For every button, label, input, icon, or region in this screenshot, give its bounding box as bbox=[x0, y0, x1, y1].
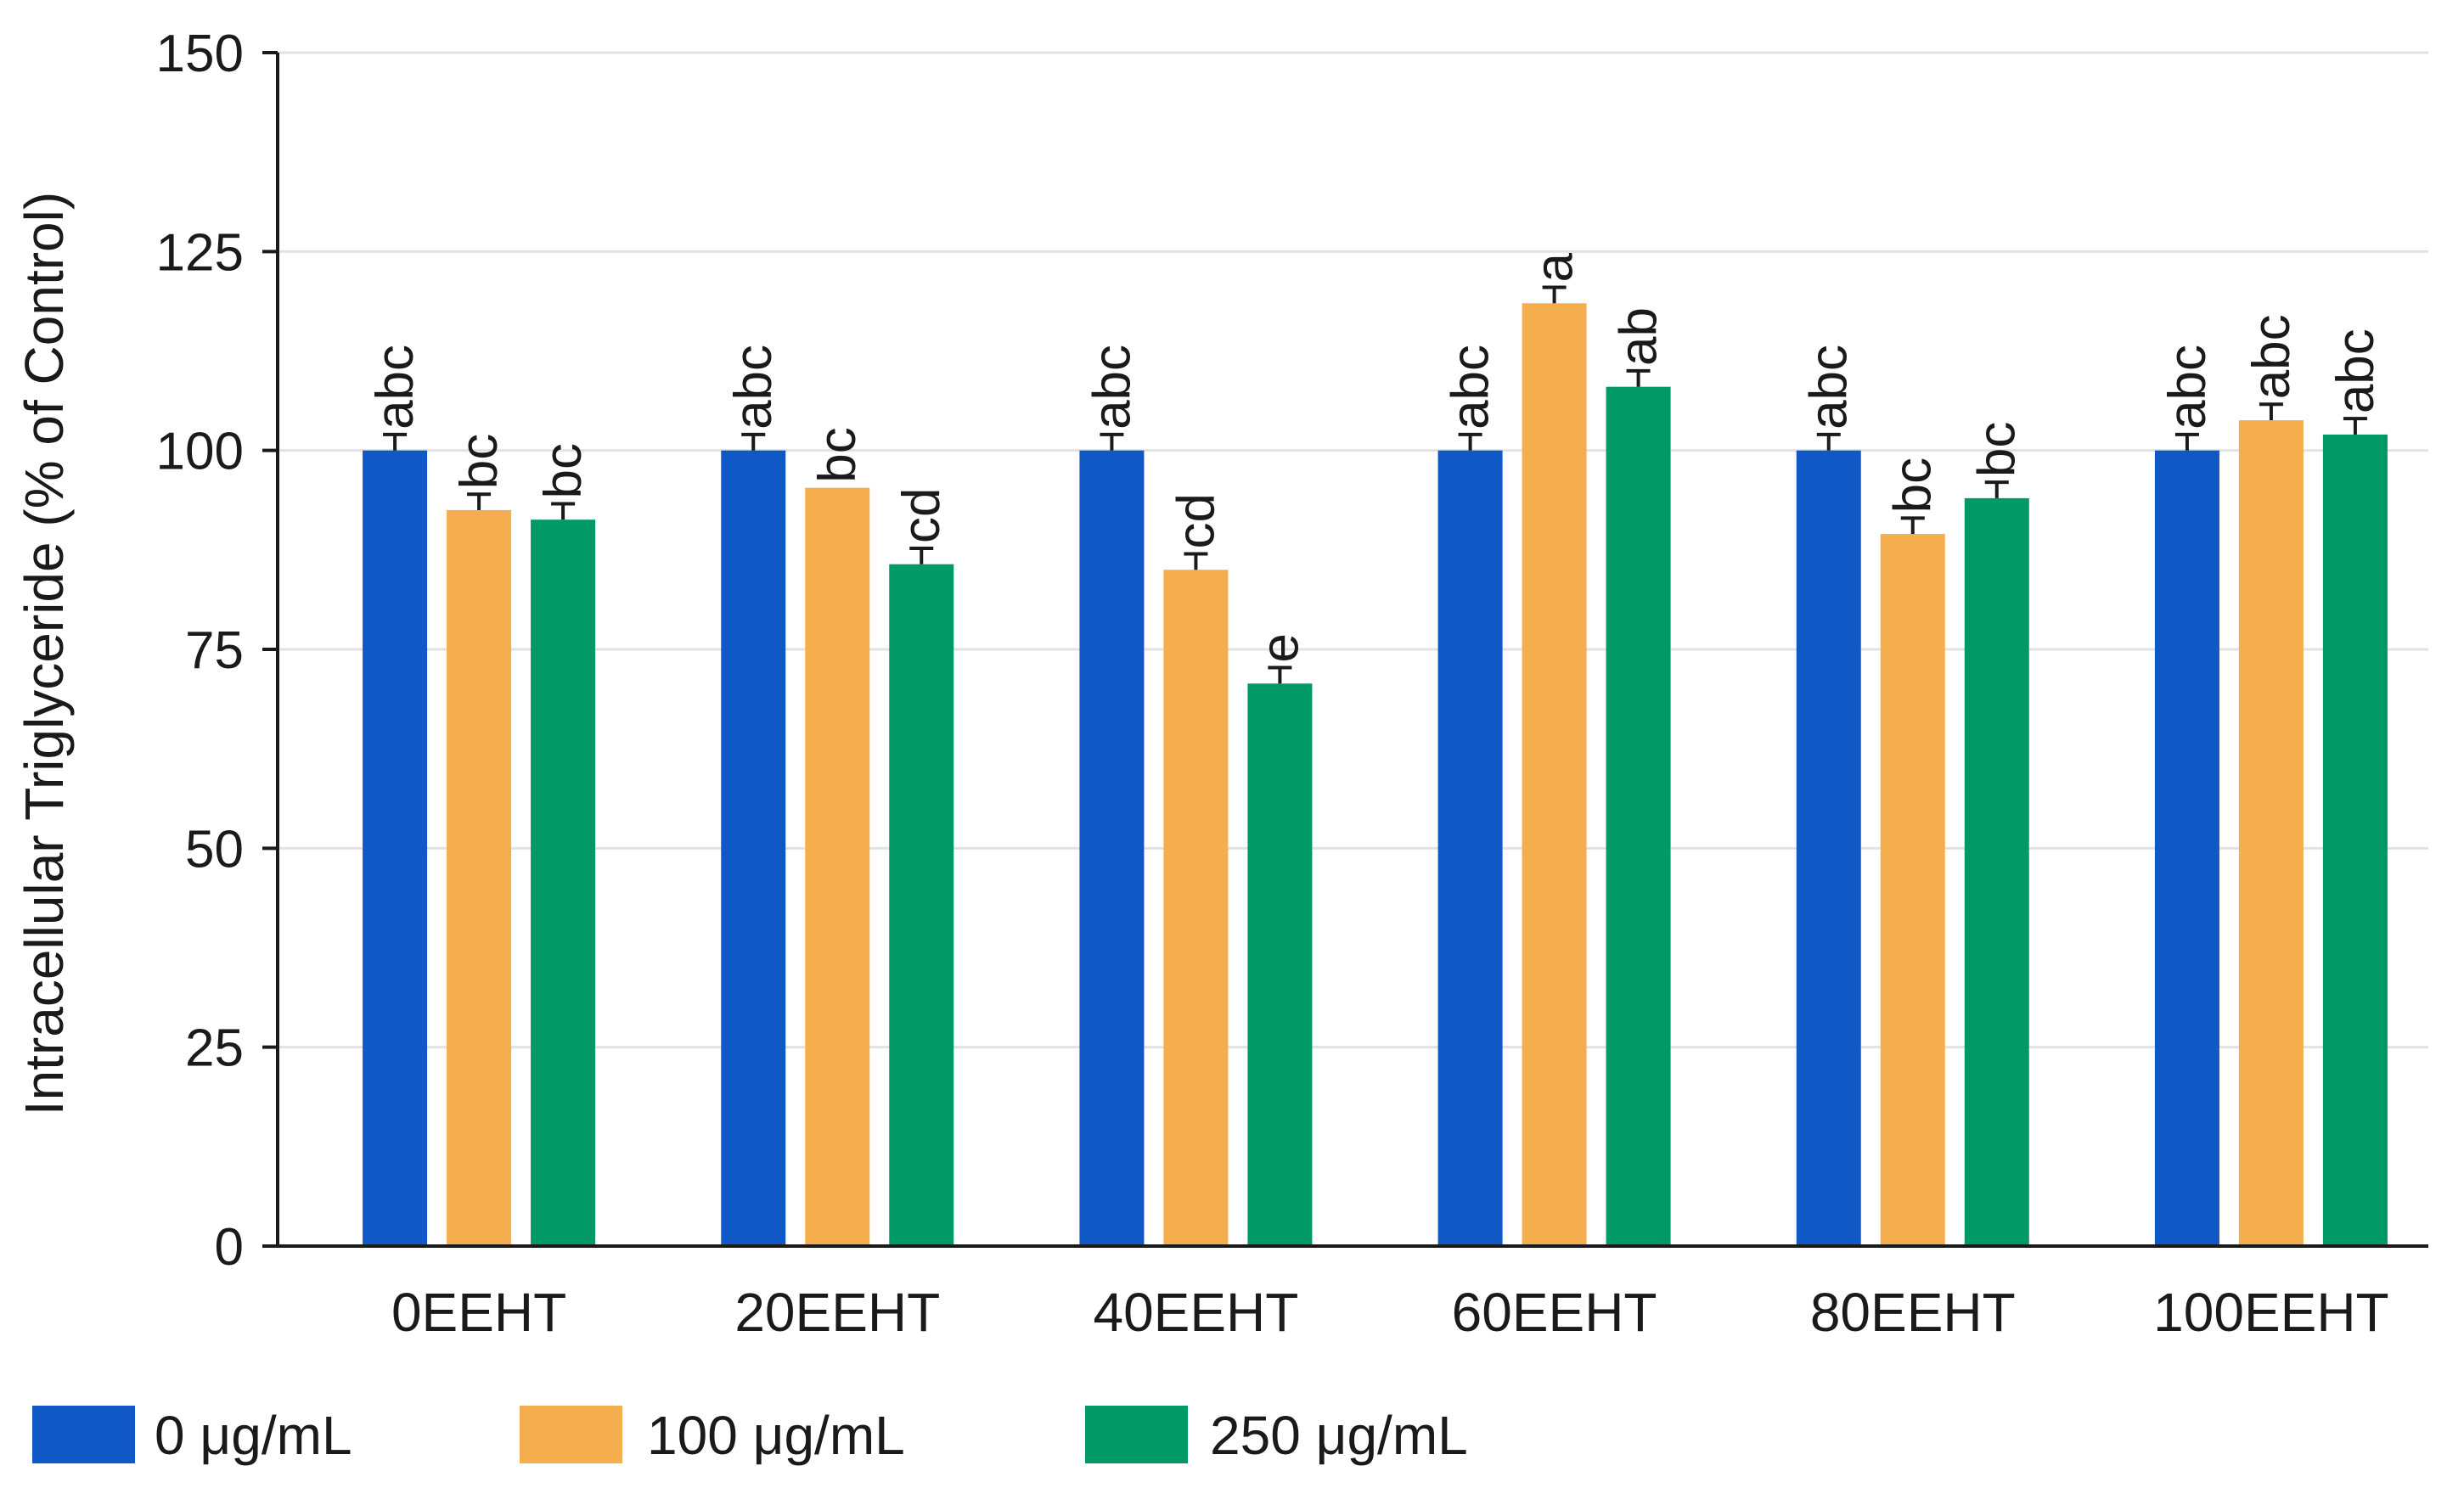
bar bbox=[447, 509, 512, 1246]
y-tick-label: 100 bbox=[156, 423, 244, 481]
significance-label: cd bbox=[1167, 493, 1225, 548]
bar bbox=[2154, 450, 2219, 1246]
significance-label: abc bbox=[2158, 345, 2217, 430]
legend-swatch bbox=[32, 1406, 135, 1463]
bar bbox=[721, 450, 786, 1246]
significance-label: cd bbox=[892, 487, 951, 542]
y-tick-label: 150 bbox=[156, 25, 244, 83]
significance-label: abc bbox=[1800, 345, 1859, 430]
significance-label: bc bbox=[1968, 422, 2027, 477]
axes bbox=[262, 51, 2428, 1248]
bar bbox=[1796, 450, 1861, 1246]
y-tick-label: 75 bbox=[185, 621, 244, 680]
x-tick-label: 100EEHT bbox=[2153, 1282, 2388, 1343]
gridlines bbox=[278, 51, 2428, 1049]
legend-swatch bbox=[520, 1406, 622, 1463]
y-tick-label: 125 bbox=[156, 223, 244, 282]
bar bbox=[531, 519, 596, 1246]
legend-label: 0 μg/mL bbox=[155, 1405, 352, 1466]
legend: 0 μg/mL 100 μg/mL 250 μg/mL bbox=[32, 1405, 1468, 1466]
bar bbox=[1437, 450, 1503, 1246]
significance-label: e bbox=[1251, 633, 1309, 662]
significance-label: ab bbox=[1610, 307, 1668, 366]
significance-label: bc bbox=[808, 427, 867, 482]
bar bbox=[1522, 303, 1587, 1246]
y-tick-label: 50 bbox=[185, 820, 244, 879]
bar bbox=[1247, 683, 1313, 1246]
significance-label: abc bbox=[724, 345, 783, 430]
significance-label: bc bbox=[450, 434, 509, 489]
legend-swatch bbox=[1085, 1406, 1188, 1463]
legend-label: 100 μg/mL bbox=[647, 1405, 905, 1466]
significance-label: abc bbox=[2242, 314, 2301, 399]
x-tick-label: 0EEHT bbox=[391, 1282, 566, 1343]
significance-label: abc bbox=[1442, 345, 1500, 430]
bar bbox=[1079, 450, 1145, 1246]
bars bbox=[363, 285, 2388, 1247]
bar bbox=[1964, 497, 2029, 1246]
y-tick-label: 0 bbox=[215, 1218, 244, 1277]
x-tick-label: 60EEHT bbox=[1452, 1282, 1657, 1343]
significance-label: a bbox=[1526, 253, 1584, 283]
x-tick-label: 40EEHT bbox=[1093, 1282, 1298, 1343]
bar bbox=[889, 564, 954, 1246]
bar bbox=[1606, 386, 1671, 1246]
significance-label: bc bbox=[1884, 458, 1943, 513]
y-tick-label: 25 bbox=[185, 1019, 244, 1078]
bar bbox=[2238, 420, 2304, 1247]
legend-label: 250 μg/mL bbox=[1210, 1405, 1468, 1466]
y-axis-title: Intracellular Triglyceride (% of Control… bbox=[14, 192, 75, 1115]
bar bbox=[2322, 434, 2388, 1246]
significance-label: bc bbox=[534, 443, 593, 498]
x-tick-label: 20EEHT bbox=[734, 1282, 940, 1343]
bar bbox=[1163, 570, 1229, 1246]
bar bbox=[805, 487, 870, 1246]
bar bbox=[363, 450, 428, 1246]
significance-label: abc bbox=[2326, 328, 2385, 413]
significance-label: abc bbox=[366, 345, 425, 430]
significance-label: abc bbox=[1083, 345, 1141, 430]
x-tick-label: 80EEHT bbox=[1810, 1282, 2016, 1343]
bar bbox=[1880, 534, 1945, 1246]
